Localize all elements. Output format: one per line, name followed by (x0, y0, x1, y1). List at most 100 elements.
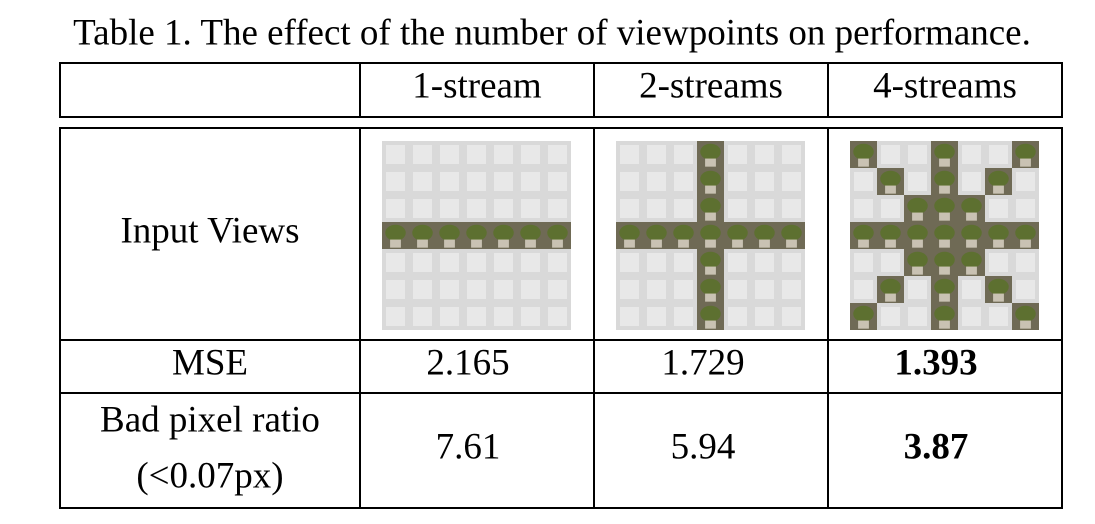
view-thumb-inner (494, 199, 513, 218)
input-view-grids (382, 141, 1039, 330)
view-plant (934, 170, 955, 187)
view-thumb-inner (962, 172, 981, 191)
view-pot (858, 239, 869, 248)
col-header: 4-streams (873, 65, 1017, 106)
view-pot (525, 239, 536, 248)
view-thumb-inner (962, 307, 981, 326)
view-thumb-inner (521, 199, 540, 218)
view-thumb-inner (440, 145, 459, 164)
view-plant (934, 278, 955, 295)
view-plant (700, 251, 721, 268)
view-plant (700, 224, 721, 241)
header-box (59, 62, 1063, 118)
view-pot (624, 239, 635, 248)
view-pot (939, 185, 950, 194)
view-pot (759, 239, 770, 248)
view-thumb-inner (548, 199, 567, 218)
view-thumb-inner (467, 253, 486, 272)
view-thumb-inner (440, 172, 459, 191)
view-thumb-inner (494, 253, 513, 272)
view-pot (732, 239, 743, 248)
view-thumb-inner (413, 172, 432, 191)
view-thumb-inner (620, 280, 639, 299)
view-plant (934, 251, 955, 268)
view-thumb-inner (647, 172, 666, 191)
cell: 5.94 (671, 426, 736, 467)
view-pot (993, 185, 1004, 194)
view-pot (705, 212, 716, 221)
view-thumb-inner (854, 199, 873, 218)
view-thumb-inner (782, 199, 801, 218)
view-pot (966, 212, 977, 221)
row-label: Input Views (120, 210, 299, 251)
view-pot (912, 266, 923, 275)
view-thumb-inner (755, 307, 774, 326)
view-thumb-inner (467, 199, 486, 218)
view-thumb-inner (674, 280, 693, 299)
view-pot (858, 320, 869, 329)
view-thumb-inner (440, 199, 459, 218)
view-pot (705, 266, 716, 275)
view-plant (412, 224, 433, 241)
view-plant (934, 305, 955, 322)
view-thumb-inner (548, 253, 567, 272)
view-thumb-inner (854, 280, 873, 299)
view-thumb-inner (728, 145, 747, 164)
view-thumb-inner (728, 199, 747, 218)
view-thumb-inner (989, 307, 1008, 326)
view-thumb-inner (620, 172, 639, 191)
view-thumb-inner (674, 253, 693, 272)
view-pot (885, 293, 896, 302)
view-thumb-inner (782, 253, 801, 272)
view-pot (444, 239, 455, 248)
view-plant (700, 170, 721, 187)
view-plant (1015, 143, 1036, 160)
view-thumb-inner (440, 307, 459, 326)
view-thumb-inner (881, 253, 900, 272)
view-pot (939, 212, 950, 221)
cell: 2.165 (426, 342, 509, 383)
view-plant (646, 224, 667, 241)
view-pot (705, 293, 716, 302)
view-pot (939, 320, 950, 329)
view-thumb-inner (908, 307, 927, 326)
view-pot (678, 239, 689, 248)
view-thumb-inner (755, 172, 774, 191)
view-pot (390, 239, 401, 248)
view-thumb-inner (521, 145, 540, 164)
view-thumb-inner (1016, 280, 1035, 299)
cell-best: 3.87 (904, 426, 969, 467)
view-thumb-inner (1016, 253, 1035, 272)
view-pot (993, 293, 1004, 302)
view-thumb-inner (755, 145, 774, 164)
view-plant (988, 170, 1009, 187)
view-thumb-inner (467, 307, 486, 326)
view-pot (1020, 320, 1031, 329)
view-thumb-inner (1016, 172, 1035, 191)
view-thumb-inner (755, 253, 774, 272)
view-thumb-inner (440, 280, 459, 299)
view-thumb-inner (674, 172, 693, 191)
view-thumb-inner (386, 280, 405, 299)
view-pot (552, 239, 563, 248)
view-thumb-inner (728, 307, 747, 326)
view-thumb-inner (755, 280, 774, 299)
view-plant (880, 278, 901, 295)
view-plant (493, 224, 514, 241)
view-pot (966, 239, 977, 248)
view-plant (754, 224, 775, 241)
view-pot (498, 239, 509, 248)
view-thumb-inner (647, 145, 666, 164)
view-pot (1020, 239, 1031, 248)
view-thumb-inner (989, 145, 1008, 164)
view-pot (858, 158, 869, 167)
view-thumb-inner (548, 172, 567, 191)
view-thumb-inner (413, 145, 432, 164)
view-thumb-inner (548, 307, 567, 326)
view-thumb-inner (494, 280, 513, 299)
view-plant (988, 278, 1009, 295)
view-thumb-inner (755, 199, 774, 218)
view-plant (853, 143, 874, 160)
view-plant (700, 197, 721, 214)
col-header: 2-streams (639, 65, 783, 106)
